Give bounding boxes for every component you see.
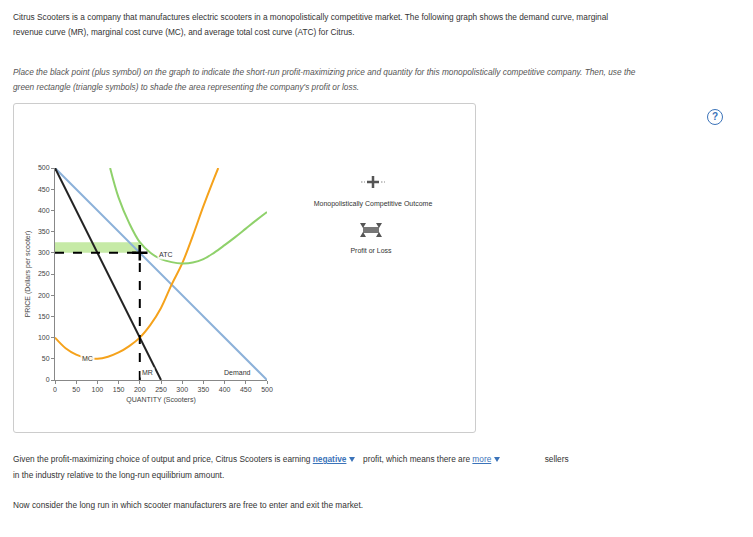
svg-text:MR: MR [142,369,153,376]
svg-text:ATC: ATC [159,251,172,258]
svg-text:50: 50 [42,355,50,362]
svg-text:300: 300 [38,249,50,256]
svg-text:100: 100 [38,334,50,341]
html-text:Given the profit-maximizing ch: Given the profit-maximizing choice of ou… [13,454,347,464]
html-text:Citrus Scooters is a company t: Citrus Scooters is a company that manufa… [13,12,609,37]
svg-text:200: 200 [134,386,146,393]
svg-text:400: 400 [38,207,50,214]
svg-text:0: 0 [53,386,57,393]
svg-text:PRICE (Dollars per scooter): PRICE (Dollars per scooter) [24,231,32,318]
svg-text:350: 350 [198,386,210,393]
svg-text:50: 50 [72,386,80,393]
svg-text:QUANTITY (Scooters): QUANTITY (Scooters) [126,396,196,404]
svg-text:150: 150 [38,313,50,320]
html-text:Profit or Loss: Profit or Loss [350,247,392,254]
svg-text:300: 300 [176,386,188,393]
svg-text:500: 500 [38,164,50,171]
svg-text:350: 350 [38,228,50,235]
svg-text:500: 500 [261,386,273,393]
svg-text:0: 0 [46,376,50,383]
html-text:sellers in the industry relati: sellers in the industry relative to the … [13,454,569,480]
svg-text:450: 450 [38,186,50,193]
svg-text:250: 250 [155,386,167,393]
html-text:Now consider the long run in w: Now consider the long run in which scoot… [13,500,363,510]
svg-text:450: 450 [240,386,252,393]
svg-text:250: 250 [38,270,50,277]
html-text:Place the black point (plus sy: Place the black point (plus symbol) on t… [13,67,636,92]
html-text:Monopolistically Competitive O: Monopolistically Competitive Outcome [313,200,433,207]
svg-text:Demand: Demand [224,369,251,376]
svg-text:150: 150 [113,386,125,393]
svg-text:400: 400 [219,386,231,393]
svg-text:200: 200 [38,292,50,299]
svg-text:MC: MC [82,355,93,362]
html-text:profit, which means there are: profit, which means there are more [360,454,492,464]
svg-text:100: 100 [92,386,104,393]
